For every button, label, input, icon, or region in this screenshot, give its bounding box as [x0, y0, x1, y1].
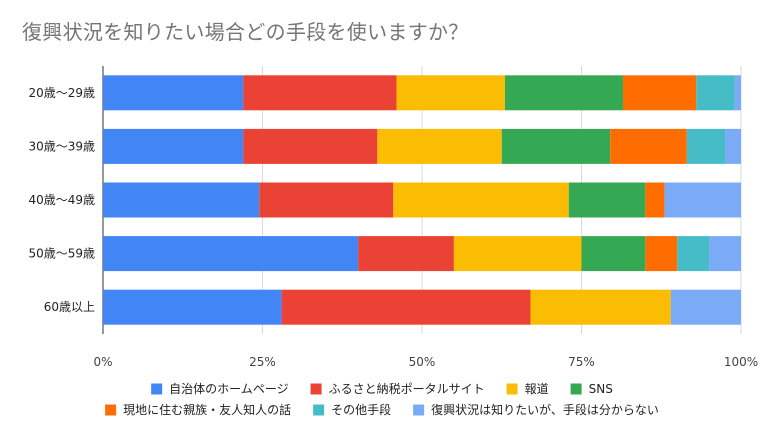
x-tick-label: 50% — [409, 355, 436, 369]
category-label: 60歳以上 — [44, 300, 95, 314]
x-tick-label: 100% — [724, 355, 758, 369]
category-label: 20歳～29歳 — [28, 86, 95, 100]
bar-segment[interactable] — [568, 182, 646, 218]
x-tick-label: 0% — [93, 355, 112, 369]
bar-segment[interactable] — [645, 182, 665, 218]
bar-segment[interactable] — [377, 128, 502, 164]
legend-label: その他手段 — [331, 402, 391, 417]
legend-label: SNS — [589, 382, 613, 396]
bar-segment[interactable] — [243, 75, 397, 111]
legend-item[interactable]: 復興状況は知りたいが、手段は分からない — [413, 402, 659, 417]
bar-segment[interactable] — [725, 128, 741, 164]
bar-segment[interactable] — [581, 236, 646, 272]
legend-label: 報道 — [525, 382, 549, 396]
bar-segment[interactable] — [103, 236, 359, 272]
bar-segment[interactable] — [504, 75, 623, 111]
bar-segment[interactable] — [103, 128, 244, 164]
bar-segment[interactable] — [243, 128, 378, 164]
bar-segments — [103, 75, 741, 325]
bar-segment[interactable] — [358, 236, 454, 272]
legend-swatch — [313, 404, 325, 416]
bar-segment[interactable] — [622, 75, 697, 111]
bar-segment[interactable] — [709, 236, 741, 272]
legend-label: ふるさと納税ポータルサイト — [329, 382, 485, 396]
bar-segment[interactable] — [103, 289, 282, 325]
bar-segment[interactable] — [677, 236, 710, 272]
legend-label: 自治体のホームページ — [169, 382, 288, 396]
legend: 自治体のホームページ ふるさと納税ポータルサイト 報道 SNS 現地に住む親族・友人知人… — [105, 382, 659, 417]
legend-swatch — [506, 383, 518, 395]
chart-title: 復興状況を知りたい場合どの手段を使いますか？ — [22, 20, 469, 44]
category-labels: 20歳～29歳 30歳～39歳 40歳～49歳 50歳～59歳 60歳以上 — [28, 86, 95, 314]
category-label: 40歳～49歳 — [28, 193, 95, 207]
legend-item[interactable]: その他手段 — [313, 402, 391, 417]
legend-label: 現地に住む親族・友人知人の話 — [123, 402, 291, 417]
legend-item[interactable]: SNS — [570, 382, 613, 396]
legend-item[interactable]: 報道 — [506, 382, 549, 396]
bar-segment[interactable] — [396, 75, 505, 111]
x-axis-ticks: 0% 25% 50% 75% 100% — [93, 355, 758, 369]
legend-swatch — [151, 383, 163, 395]
legend-swatch — [105, 404, 117, 416]
bar-segment[interactable] — [393, 182, 569, 218]
bar-segment[interactable] — [453, 236, 582, 272]
bar-segment[interactable] — [281, 289, 531, 325]
category-label: 50歳～59歳 — [28, 247, 95, 261]
x-tick-label: 75% — [568, 355, 595, 369]
legend-label: 復興状況は知りたいが、手段は分からない — [431, 402, 659, 417]
legend-row: 現地に住む親族・友人知人の話 その他手段 復興状況は知りたいが、手段は分からない — [105, 402, 659, 417]
legend-swatch — [413, 404, 425, 416]
bar-segment[interactable] — [103, 75, 244, 111]
legend-item[interactable]: ふるさと納税ポータルサイト — [310, 382, 485, 396]
bar-segment[interactable] — [645, 236, 678, 272]
bar-segment[interactable] — [670, 289, 741, 325]
bar-segment[interactable] — [103, 182, 260, 218]
x-tick-label: 25% — [249, 355, 276, 369]
category-label: 30歳～39歳 — [28, 139, 95, 153]
bar-segment[interactable] — [501, 128, 611, 164]
bar-segment[interactable] — [664, 182, 741, 218]
legend-swatch — [310, 383, 322, 395]
bar-segment[interactable] — [696, 75, 735, 111]
bar-segment[interactable] — [686, 128, 726, 164]
bar-segment[interactable] — [530, 289, 671, 325]
legend-row: 自治体のホームページ ふるさと納税ポータルサイト 報道 SNS — [151, 382, 613, 396]
bar-segment[interactable] — [734, 75, 741, 111]
legend-item[interactable]: 自治体のホームページ — [151, 382, 289, 396]
bar-segment[interactable] — [610, 128, 687, 164]
legend-swatch — [570, 383, 582, 395]
legend-item[interactable]: 現地に住む親族・友人知人の話 — [105, 402, 291, 417]
bar-segment[interactable] — [259, 182, 394, 218]
